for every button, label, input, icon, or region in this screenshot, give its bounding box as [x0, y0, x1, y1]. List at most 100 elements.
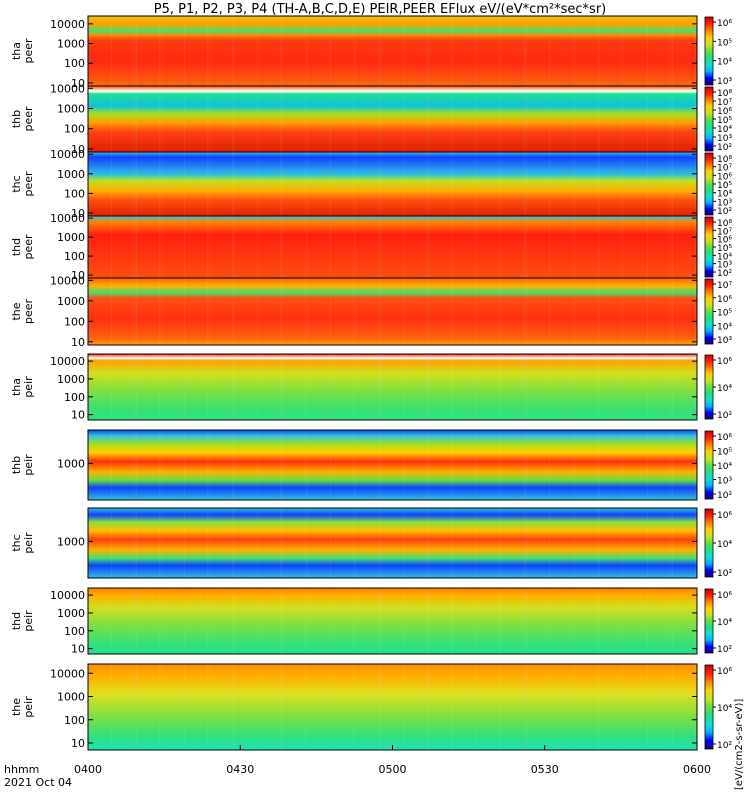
texture-stripe [111, 508, 112, 578]
colorbar [704, 354, 714, 420]
texture-stripe [426, 16, 427, 86]
colorbar [704, 216, 714, 278]
texture-stripe [524, 152, 525, 216]
texture-stripe [549, 354, 550, 420]
texture-stripe [234, 588, 235, 654]
texture-stripe [574, 588, 575, 654]
texture-stripe [134, 16, 135, 86]
texture-stripe [136, 354, 137, 420]
texture-stripe [428, 86, 429, 152]
y-tick-label: 10000 [50, 274, 85, 287]
texture-stripe [499, 152, 500, 216]
texture-stripe [353, 664, 354, 750]
texture-stripe [549, 508, 550, 578]
texture-stripe [672, 16, 673, 86]
texture-stripe [209, 152, 210, 216]
texture-stripe [355, 430, 356, 500]
texture-stripe [380, 152, 381, 216]
y-tick-label: 100 [64, 57, 85, 70]
texture-stripe [305, 86, 306, 152]
colorbar-tick-label: 10⁷ [717, 281, 732, 291]
texture-stripe [647, 278, 648, 345]
texture-stripe [134, 430, 135, 500]
texture-stripe [330, 152, 331, 216]
texture-stripe [380, 664, 381, 750]
texture-stripe [453, 354, 454, 420]
texture-stripe [695, 508, 696, 578]
y-axis-label: peir [22, 454, 35, 476]
texture-stripe [111, 664, 112, 750]
texture-stripe [136, 588, 137, 654]
texture-stripe [330, 278, 331, 345]
texture-stripe [428, 152, 429, 216]
spectrogram-image [88, 508, 697, 578]
panel-the-peir: 10 100 1000 10000 the peir 10⁶ 10⁴ 10² [10, 663, 732, 751]
texture-stripe [526, 278, 527, 345]
texture-stripe [134, 152, 135, 216]
colorbar-tick-label: 10³ [717, 198, 732, 208]
x-tick-label: 0530 [531, 763, 559, 776]
texture-stripe [380, 588, 381, 654]
texture-stripe [282, 354, 283, 420]
texture-stripe [597, 278, 598, 345]
y-tick-label: 100 [64, 315, 85, 328]
colorbar [704, 278, 714, 345]
texture-stripe [453, 664, 454, 750]
texture-stripe [330, 216, 331, 278]
texture-stripe [305, 278, 306, 345]
texture-stripe [136, 508, 137, 578]
y-axis-label: tha [10, 378, 23, 396]
texture-stripe [524, 278, 525, 345]
texture-stripe [476, 354, 477, 420]
texture-stripe [499, 588, 500, 654]
texture-stripe [232, 86, 233, 152]
texture-stripe [526, 86, 527, 152]
texture-stripe [257, 16, 258, 86]
y-axis-label: thd [10, 612, 23, 630]
colorbar-tick-label: 10⁵ [717, 244, 732, 254]
texture-stripe [501, 86, 502, 152]
colorbar-tick-label: 10⁵ [717, 309, 732, 319]
texture-stripe [622, 508, 623, 578]
texture-stripe [403, 508, 404, 578]
texture-stripe [282, 508, 283, 578]
colorbar [704, 16, 714, 86]
texture-stripe [161, 508, 162, 578]
texture-stripe [524, 216, 525, 278]
y-tick-label: 1000 [57, 457, 85, 470]
texture-stripe [136, 664, 137, 750]
texture-stripe [207, 664, 208, 750]
texture-stripe [695, 152, 696, 216]
colorbar-tick-label: 10⁴ [717, 462, 732, 472]
y-axis-label: the [10, 698, 23, 716]
texture-stripe [161, 16, 162, 86]
texture-stripe [451, 354, 452, 420]
texture-stripe [184, 508, 185, 578]
x-corner-label-2: 2021 Oct 04 [4, 776, 72, 789]
colorbar [704, 152, 714, 216]
colorbar-tick-label: 10² [717, 143, 732, 153]
texture-stripe [330, 508, 331, 578]
texture-stripe [330, 16, 331, 86]
spectrogram-image [88, 354, 697, 420]
texture-stripe [476, 664, 477, 750]
texture-stripe [355, 16, 356, 86]
texture-stripe [161, 152, 162, 216]
y-tick-label: 1000 [57, 231, 85, 244]
texture-stripe [355, 508, 356, 578]
y-axis-label: peir [22, 376, 35, 398]
texture-stripe [280, 354, 281, 420]
colorbar-tick-label: 10⁴ [717, 252, 732, 262]
texture-stripe [574, 508, 575, 578]
texture-stripe [526, 354, 527, 420]
texture-stripe [524, 86, 525, 152]
texture-stripe [234, 152, 235, 216]
texture-stripe [111, 354, 112, 420]
x-tick-label: 0600 [683, 763, 711, 776]
colorbar [704, 430, 714, 500]
y-tick-label: 10000 [50, 148, 85, 161]
texture-stripe [476, 86, 477, 152]
texture-stripe [234, 278, 235, 345]
texture-stripe [353, 508, 354, 578]
y-tick-label: 1000 [57, 102, 85, 115]
